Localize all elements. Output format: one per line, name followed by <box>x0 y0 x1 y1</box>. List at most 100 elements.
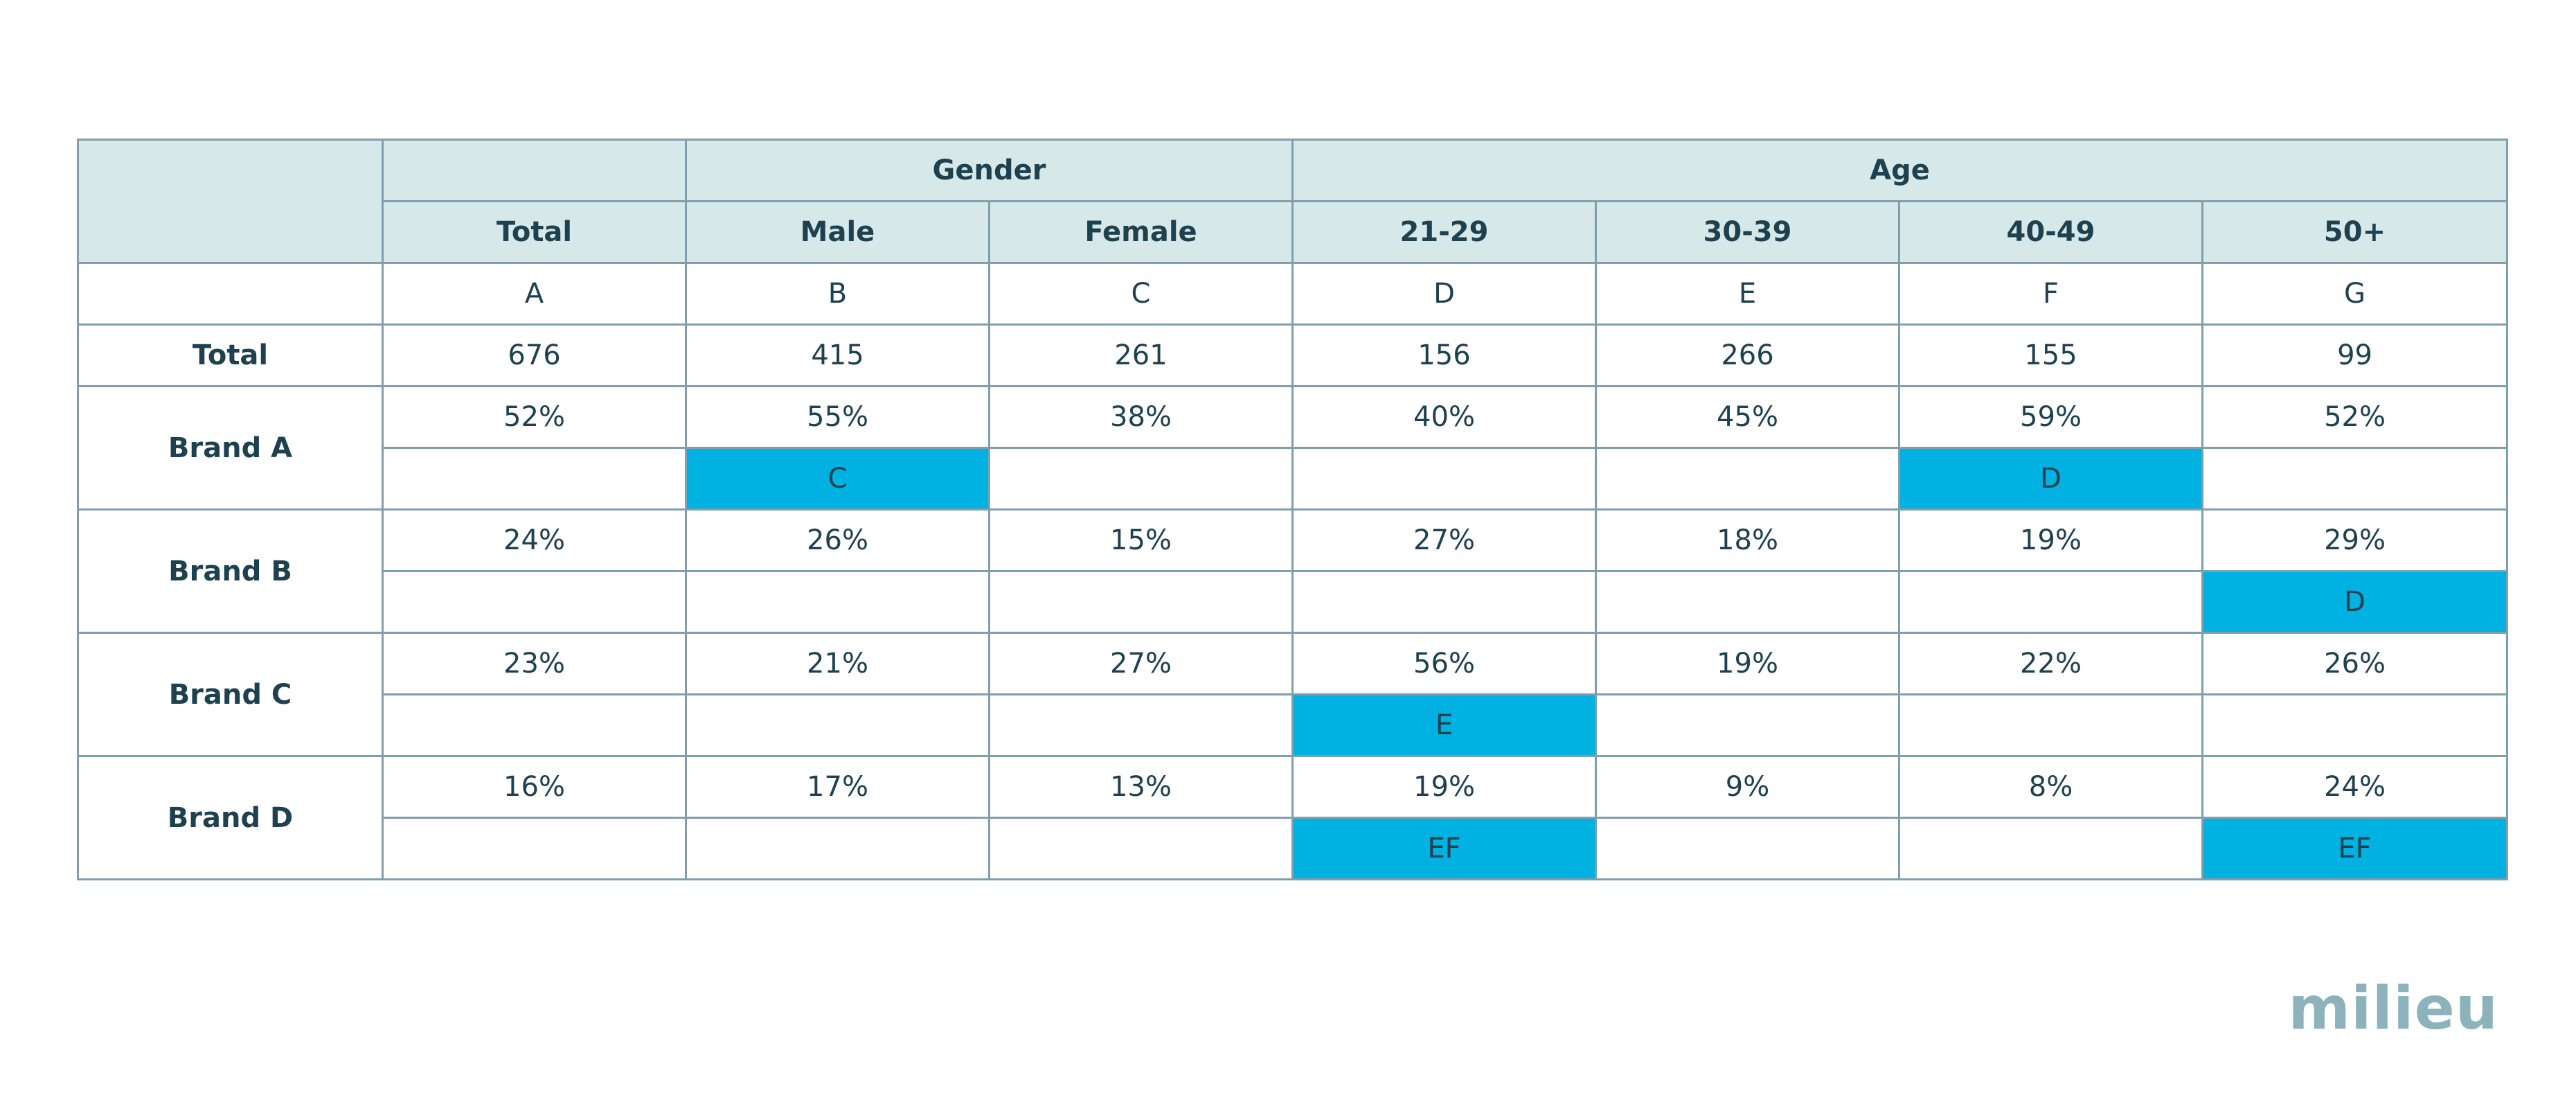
value-cell: 21% <box>685 632 990 695</box>
value-cell: 17% <box>685 755 990 819</box>
corner-cell <box>77 139 384 264</box>
significance-cell: D <box>1898 447 2203 511</box>
value-cell: 26% <box>2201 632 2509 695</box>
value-cell: 19% <box>1898 508 2203 572</box>
value-cell: 56% <box>1291 632 1597 695</box>
group-header-age: Age <box>1291 139 2509 202</box>
crosstab-table: Gender Age Total Male Female 21-29 30-39… <box>77 139 2509 880</box>
column-header: Female <box>988 200 1294 264</box>
significance-cell: EF <box>1291 817 1597 880</box>
empty-significance-cell <box>988 817 1294 880</box>
column-letter: D <box>1291 262 1597 326</box>
empty-significance-cell <box>988 447 1294 511</box>
row-label: Brand C <box>77 632 384 757</box>
value-cell: 13% <box>988 755 1294 819</box>
value-cell: 24% <box>2201 755 2509 819</box>
total-value: 415 <box>685 323 990 387</box>
column-header: Total <box>382 200 687 264</box>
value-cell: 45% <box>1595 385 1900 449</box>
value-cell: 52% <box>382 385 687 449</box>
value-cell: 27% <box>1291 508 1597 572</box>
significance-cell: EF <box>2201 817 2509 880</box>
column-letter: E <box>1595 262 1900 326</box>
value-cell: 19% <box>1291 755 1597 819</box>
brand-rows: Brand A 52% 55% 38% 40% 45% 59% 52% C D Brand B 24%… <box>77 385 2509 880</box>
column-header: 50+ <box>2201 200 2509 264</box>
value-cell: 19% <box>1595 632 1900 695</box>
empty-significance-cell <box>1898 817 2203 880</box>
column-letter: F <box>1898 262 2203 326</box>
value-cell: 26% <box>685 508 990 572</box>
empty-significance-cell <box>382 570 687 634</box>
brand-value-row: Brand A 52% 55% 38% 40% 45% 59% 52% <box>77 385 2509 511</box>
empty-significance-cell <box>1595 447 1900 511</box>
value-cell: 22% <box>1898 632 2203 695</box>
row-label: Brand A <box>77 385 384 511</box>
column-letter: A <box>382 262 687 326</box>
brand-significance-row: E <box>78 693 2509 757</box>
column-letter: C <box>988 262 1294 326</box>
value-cell: 55% <box>685 385 990 449</box>
column-header: 21-29 <box>1291 200 1597 264</box>
empty-significance-cell <box>1595 817 1900 880</box>
column-letter: G <box>2201 262 2509 326</box>
value-cell: 40% <box>1291 385 1597 449</box>
brand-value-row: Brand C 23% 21% 27% 56% 19% 22% 26% <box>77 632 2509 757</box>
empty-significance-cell <box>685 693 990 757</box>
value-cell: 52% <box>2201 385 2509 449</box>
value-cell: 27% <box>988 632 1294 695</box>
row-label: Brand D <box>77 755 384 880</box>
total-value: 261 <box>988 323 1294 387</box>
total-value: 155 <box>1898 323 2203 387</box>
empty-significance-cell <box>988 693 1294 757</box>
value-cell: 9% <box>1595 755 1900 819</box>
value-cell: 38% <box>988 385 1294 449</box>
group-header-row: Gender Age <box>77 139 2509 264</box>
row-label: Brand B <box>77 508 384 634</box>
column-header-row: Total Male Female 21-29 30-39 40-49 50+ <box>78 200 2509 264</box>
total-value: 676 <box>382 323 687 387</box>
empty-significance-cell <box>1291 570 1597 634</box>
total-row: Total 676 415 261 156 266 155 99 <box>77 323 2509 387</box>
value-cell: 8% <box>1898 755 2203 819</box>
empty-significance-cell <box>382 817 687 880</box>
column-letter: B <box>685 262 990 326</box>
significance-cell: D <box>2201 570 2509 634</box>
milieu-logo: milieu <box>2288 974 2498 1043</box>
empty-significance-cell <box>382 447 687 511</box>
brand-value-row: Brand D 16% 17% 13% 19% 9% 8% 24% <box>77 755 2509 880</box>
empty-significance-cell <box>988 570 1294 634</box>
brand-value-row: Brand B 24% 26% 15% 27% 18% 19% 29% <box>77 508 2509 634</box>
column-header: 30-39 <box>1595 200 1900 264</box>
empty-significance-cell <box>1595 693 1900 757</box>
significance-cell: E <box>1291 693 1597 757</box>
empty-significance-cell <box>382 693 687 757</box>
column-header: Male <box>685 200 990 264</box>
row-label: Total <box>77 323 384 387</box>
column-letter-row: A B C D E F G <box>77 262 2509 326</box>
total-value: 156 <box>1291 323 1597 387</box>
total-value: 99 <box>2201 323 2509 387</box>
empty-significance-cell <box>1898 570 2203 634</box>
blank-cell <box>77 262 384 326</box>
brand-significance-row: EF EF <box>78 817 2509 880</box>
group-header-total <box>382 139 687 202</box>
empty-significance-cell <box>1898 693 2203 757</box>
brand-significance-row: D <box>78 570 2509 634</box>
value-cell: 29% <box>2201 508 2509 572</box>
empty-significance-cell <box>2201 693 2509 757</box>
empty-significance-cell <box>1291 447 1597 511</box>
value-cell: 15% <box>988 508 1294 572</box>
empty-significance-cell <box>685 570 990 634</box>
group-header-gender: Gender <box>685 139 1294 202</box>
empty-significance-cell <box>685 817 990 880</box>
value-cell: 18% <box>1595 508 1900 572</box>
column-header: 40-49 <box>1898 200 2203 264</box>
significance-cell: C <box>685 447 990 511</box>
empty-significance-cell <box>1595 570 1900 634</box>
value-cell: 24% <box>382 508 687 572</box>
value-cell: 23% <box>382 632 687 695</box>
value-cell: 16% <box>382 755 687 819</box>
empty-significance-cell <box>2201 447 2509 511</box>
